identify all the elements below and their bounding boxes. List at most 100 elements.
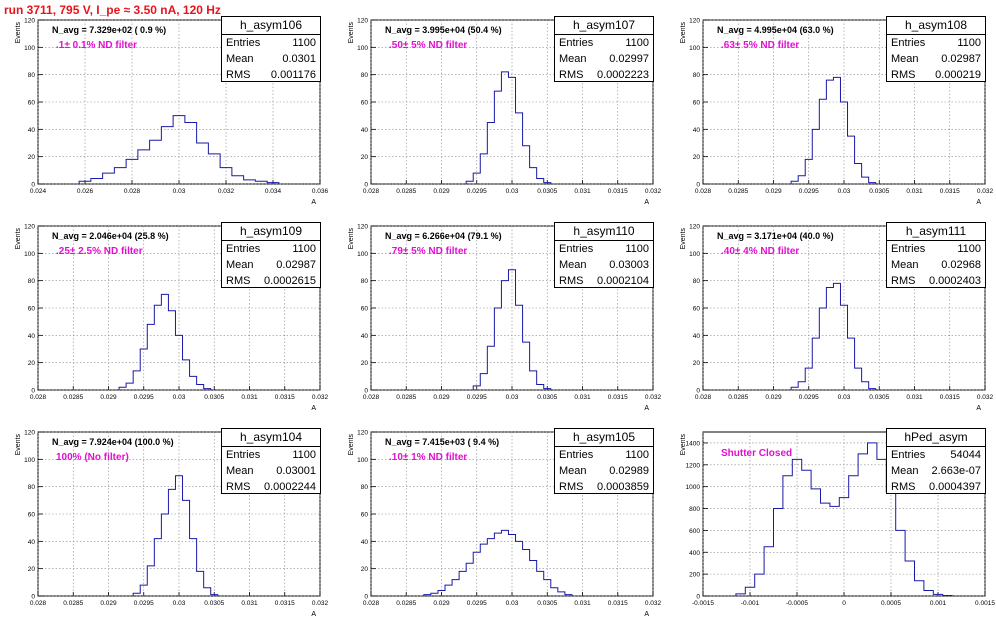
- stats-row-rms: RMS 0.0002104: [555, 273, 653, 289]
- stats-key: RMS: [226, 69, 251, 81]
- stats-key: RMS: [891, 69, 916, 81]
- x-tick-label: 0.0305: [869, 188, 889, 195]
- navg-label: N_avg = 4.995e+04 (63.0 %): [717, 25, 834, 35]
- x-tick-label: 0.0305: [869, 394, 889, 401]
- histogram-bin: [147, 324, 154, 390]
- stats-box: h_asym104 Entries 1100 Mean 0.03001 RMS 0.0002…: [221, 428, 321, 494]
- x-tick-label: 0.0285: [63, 600, 83, 607]
- stats-value: 0.02989: [609, 465, 649, 477]
- stats-box: hPed_asym Entries 54044 Mean 2.663e-07 RMS 0.0…: [886, 428, 986, 494]
- stats-row-mean: Mean 0.03001: [222, 463, 320, 479]
- y-tick-label: 60: [361, 100, 369, 107]
- stats-title: h_asym110: [555, 223, 653, 241]
- histogram-bin: [452, 580, 459, 596]
- x-tick-label: 0.0295: [467, 394, 487, 401]
- x-tick-label: 0.0305: [204, 394, 224, 401]
- stats-row-mean: Mean 0.02987: [222, 257, 320, 273]
- histogram-bin: [530, 168, 537, 184]
- histogram-bin: [783, 476, 792, 596]
- histogram-bin: [154, 305, 161, 390]
- y-tick-label: 80: [693, 72, 701, 79]
- x-tick-label: 0.03: [173, 188, 186, 195]
- y-axis-label: Events: [15, 22, 22, 44]
- x-tick-label: 0.032: [645, 600, 662, 607]
- stats-key: Entries: [891, 449, 926, 461]
- x-tick-label: 0.0285: [396, 394, 416, 401]
- stats-row-rms: RMS 0.0003859: [555, 479, 653, 495]
- histogram-bin: [197, 143, 209, 184]
- histogram-bin: [154, 539, 161, 596]
- x-tick-label: 0.0315: [275, 394, 295, 401]
- stats-row-rms: RMS 0.0002615: [222, 273, 320, 289]
- histogram-bin: [138, 150, 150, 184]
- histogram-bin: [862, 177, 869, 184]
- histogram-panel-h_asym109: 0.028 0.0285 0.029 0.0295 0.03 0.0305 0.031 0.0…: [0, 222, 331, 428]
- histogram-bin: [508, 77, 515, 184]
- histogram-bin: [211, 595, 218, 596]
- histogram-bin: [764, 547, 773, 596]
- x-tick-label: -0.0005: [786, 600, 808, 607]
- y-tick-label: 100: [357, 45, 368, 52]
- histogram-series: [423, 529, 573, 596]
- histogram-bin: [826, 80, 833, 184]
- histogram-bin: [501, 72, 508, 184]
- y-tick-label: 600: [689, 528, 700, 535]
- x-tick-label: 0.028: [695, 188, 712, 195]
- y-tick-label: 200: [689, 572, 700, 579]
- x-tick-label: 0.0305: [537, 600, 557, 607]
- x-tick-label: 0.03: [173, 600, 186, 607]
- histogram-bin: [848, 338, 855, 390]
- stats-row-entries: Entries 1100: [555, 35, 653, 51]
- histogram-panel-h_asym106: 0.024 0.026 0.028 0.03 0.032 0.034 0.036 0 20 40 6…: [0, 16, 331, 222]
- histogram-bin: [523, 146, 530, 184]
- histogram-bin: [208, 154, 220, 184]
- x-tick-label: 0.032: [977, 188, 994, 195]
- stats-value: 0.0002104: [597, 275, 649, 287]
- y-axis-label: Events: [348, 22, 355, 44]
- y-tick-label: 40: [28, 127, 36, 134]
- y-tick-label: 40: [28, 333, 36, 340]
- y-tick-label: 120: [357, 430, 368, 437]
- histogram-bin: [523, 342, 530, 390]
- histogram-bin: [133, 371, 140, 390]
- x-axis-label: A: [311, 199, 316, 206]
- x-axis-label: A: [644, 611, 649, 618]
- x-tick-label: 0.028: [124, 188, 141, 195]
- histogram-bin: [197, 385, 204, 390]
- histogram-series: [790, 76, 877, 184]
- x-tick-label: 0.0315: [608, 394, 628, 401]
- histogram-bin: [819, 308, 826, 390]
- stats-title: h_asym106: [222, 17, 320, 35]
- histogram-bin: [168, 311, 175, 390]
- x-tick-label: 0.026: [77, 188, 94, 195]
- stats-key: RMS: [559, 481, 584, 493]
- histogram-bin: [530, 371, 537, 390]
- y-tick-label: 0: [364, 594, 368, 601]
- run-title: run 3711, 795 V, I_pe ≈ 3.50 nA, 120 Hz: [4, 3, 221, 17]
- stats-value: 0.0002223: [597, 69, 649, 81]
- y-tick-label: 100: [689, 251, 700, 258]
- histogram-bin: [183, 360, 190, 390]
- stats-value: 0.0002615: [264, 275, 316, 287]
- stats-value: 2.663e-07: [931, 465, 981, 477]
- stats-row-mean: Mean 0.02968: [887, 257, 985, 273]
- y-tick-label: 80: [361, 72, 369, 79]
- stats-key: RMS: [226, 481, 251, 493]
- stats-key: Entries: [226, 37, 261, 49]
- histogram-bin: [161, 514, 168, 596]
- histogram-panel-h_asym108: 0.028 0.0285 0.029 0.0295 0.03 0.0305 0.031 0.0…: [665, 16, 996, 222]
- y-tick-label: 100: [357, 251, 368, 258]
- histogram-panel-hPed_asym: -0.0015 -0.001 -0.0005 0 0.0005 0.001 0.0015 0 2…: [665, 428, 996, 634]
- stats-value: 1100: [292, 37, 316, 49]
- stats-box: h_asym109 Entries 1100 Mean 0.02987 RMS 0.0002…: [221, 222, 321, 288]
- histogram-bin: [802, 470, 811, 596]
- histogram-bin: [811, 489, 820, 596]
- histogram-bin: [745, 587, 754, 596]
- stats-value: 1100: [957, 243, 981, 255]
- histogram-bin: [161, 294, 168, 390]
- histogram-bin: [126, 383, 133, 390]
- x-tick-label: 0.031: [906, 188, 923, 195]
- stats-row-mean: Mean 0.02987: [887, 51, 985, 67]
- histogram-bin: [466, 563, 473, 596]
- histogram-bin: [480, 154, 487, 184]
